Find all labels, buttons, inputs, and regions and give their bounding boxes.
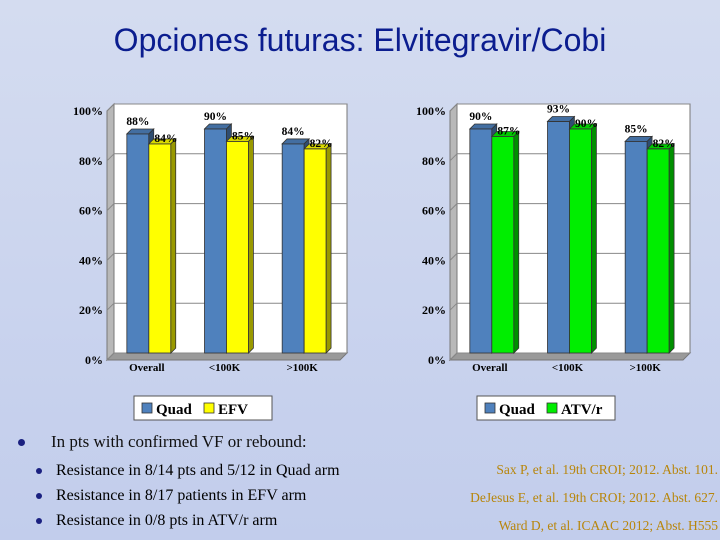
sub-bullet-text: Resistance in 0/8 pts in ATV/r arm <box>56 512 278 529</box>
bar-side <box>513 130 520 354</box>
sub-bullet: Resistance in 8/14 pts and 5/12 in Quad … <box>36 462 340 480</box>
data-label: 82% <box>653 138 676 150</box>
data-label: 88% <box>126 116 149 128</box>
slide-title: Opciones futuras: Elvitegravir/Cobi <box>113 22 607 58</box>
chart-quad-vs-atvr: 0% 20% 40% 60% 80% 100% 90% 87% Overall 93% 90% <10… <box>416 102 692 421</box>
y-tick-label: 80% <box>422 154 446 168</box>
y-tick-label: 20% <box>79 303 103 317</box>
bar <box>226 140 249 354</box>
x-tick-label: Overall <box>472 362 507 374</box>
bar <box>646 148 670 354</box>
reference: Ward D, et al. ICAAC 2012; Abst. H555 <box>498 518 718 533</box>
bar-side <box>668 142 675 354</box>
bar <box>469 128 493 354</box>
y-tick-label: 100% <box>73 104 103 118</box>
sub-bullet-dot-icon <box>36 518 42 524</box>
legend-box <box>476 395 616 421</box>
gridline-side <box>449 103 458 112</box>
bar <box>569 128 592 354</box>
gridline-side <box>449 352 458 361</box>
bar <box>547 121 570 354</box>
data-label: 82% <box>310 138 333 150</box>
legend-label: EFV <box>218 402 248 418</box>
x-tick-label: Overall <box>129 362 164 374</box>
bar <box>491 135 515 354</box>
y-axis-wall <box>449 102 458 362</box>
sub-bullet-text: Resistance in 8/14 pts and 5/12 in Quad … <box>56 462 340 479</box>
bullet-dot-icon <box>18 438 25 446</box>
y-tick-label: 40% <box>79 253 103 267</box>
gridline-side <box>106 253 115 261</box>
bar <box>624 140 648 354</box>
bar-side <box>591 123 597 354</box>
legend-box <box>133 395 273 421</box>
y-axis-wall <box>106 102 115 362</box>
gridline-side <box>449 302 458 311</box>
data-label: 93% <box>547 103 570 115</box>
bar-side <box>325 142 332 354</box>
bar <box>303 148 327 354</box>
y-tick-label: 100% <box>416 104 446 118</box>
bar <box>148 143 172 354</box>
x-tick-label: <100K <box>552 362 584 374</box>
bar-side <box>248 135 254 354</box>
gridline-side <box>449 253 458 261</box>
y-tick-label: 60% <box>79 204 103 218</box>
data-label: 84% <box>154 133 177 145</box>
gridline-side <box>449 153 458 162</box>
data-label: 87% <box>497 125 520 137</box>
floor <box>105 352 349 361</box>
legend-label: ATV/r <box>561 402 603 418</box>
y-tick-label: 40% <box>422 253 446 267</box>
chart-quad-vs-efv: 0% 20% 40% 60% 80% 100% 88% 84% Overall 90% 85% <10… <box>73 102 349 421</box>
data-label: 90% <box>575 118 598 130</box>
y-tick-label: 0% <box>428 353 446 367</box>
sub-bullet-text: Resistance in 8/17 patients in EFV arm <box>56 487 307 504</box>
data-label: 85% <box>625 123 648 135</box>
sub-bullet: Resistance in 0/8 pts in ATV/r arm <box>36 512 277 530</box>
gridline-side <box>106 302 115 311</box>
data-label: 84% <box>282 126 305 138</box>
bar <box>126 133 150 354</box>
gridline-side <box>106 153 115 162</box>
gridline-side <box>106 103 115 112</box>
x-tick-label: <100K <box>209 362 241 374</box>
y-tick-label: 0% <box>85 353 103 367</box>
legend-label: Quad <box>156 402 193 418</box>
legend-swatch <box>141 402 153 414</box>
y-tick-label: 80% <box>79 154 103 168</box>
y-tick-label: 60% <box>422 204 446 218</box>
reference: DeJesus E, et al. 19th CROI; 2012. Abst.… <box>470 490 718 505</box>
gridline-side <box>449 203 458 211</box>
legend-label: Quad <box>499 402 536 418</box>
data-label: 90% <box>469 111 492 123</box>
legend-swatch <box>546 402 558 414</box>
bullet-list: In pts with confirmed VF or rebound: <box>18 432 307 452</box>
floor <box>448 352 692 361</box>
reference: Sax P, et al. 19th CROI; 2012. Abst. 101… <box>496 462 718 477</box>
x-tick-label: >100K <box>287 362 319 374</box>
bullet-main: In pts with confirmed VF or rebound: <box>18 432 307 452</box>
bar-side <box>170 137 177 354</box>
legend-swatch <box>203 402 215 414</box>
legend-swatch <box>484 402 496 414</box>
sub-bullet: Resistance in 8/17 patients in EFV arm <box>36 487 306 505</box>
x-tick-label: >100K <box>630 362 662 374</box>
sub-bullet-dot-icon <box>36 493 42 499</box>
bar <box>281 143 305 354</box>
bar <box>204 128 227 354</box>
gridline-side <box>106 203 115 211</box>
gridline-side <box>106 352 115 361</box>
bullet-main-text: In pts with confirmed VF or rebound: <box>51 432 307 451</box>
y-tick-label: 20% <box>422 303 446 317</box>
sub-bullet-dot-icon <box>36 468 42 474</box>
data-label: 85% <box>232 130 255 142</box>
data-label: 90% <box>204 111 227 123</box>
